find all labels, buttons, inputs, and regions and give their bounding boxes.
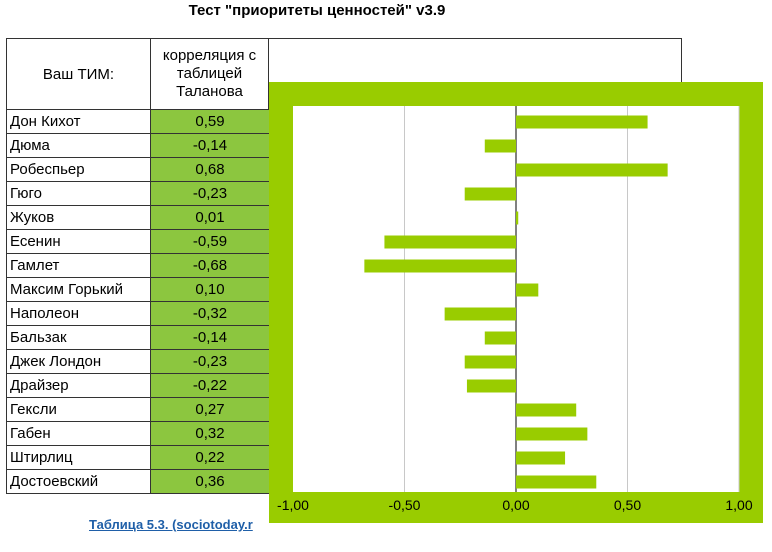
header-tim: Ваш ТИМ: [7, 39, 151, 109]
table-row: Жуков 0,01 [7, 206, 269, 230]
x-tick-label: 0,50 [614, 497, 641, 513]
bar [464, 187, 516, 201]
correlation-value: 0,59 [151, 110, 269, 133]
bar [484, 139, 516, 153]
correlation-value: 0,01 [151, 206, 269, 229]
bar [364, 259, 516, 273]
tim-name: Достоевский [7, 470, 151, 493]
table-row: Гюго -0,23 [7, 182, 269, 206]
table-row: Дон Кихот 0,59 [7, 110, 269, 134]
bar-chart: -1,00 -0,50 0,00 0,50 1,00 [269, 82, 763, 523]
tim-name: Драйзер [7, 374, 151, 397]
tim-name: Бальзак [7, 326, 151, 349]
header-divider [7, 109, 269, 110]
bar [516, 403, 577, 417]
correlation-value: 0,32 [151, 422, 269, 445]
table-row: Штирлиц 0,22 [7, 446, 269, 470]
header-correlation-line: корреляция с [162, 47, 257, 64]
table-row: Гамлет -0,68 [7, 254, 269, 278]
bar [484, 331, 516, 345]
tim-name: Габен [7, 422, 151, 445]
correlation-value: -0,14 [151, 134, 269, 157]
correlation-value: -0,68 [151, 254, 269, 277]
correlation-value: 0,36 [151, 470, 269, 493]
caption-link[interactable]: Таблица 5.3. (sociotoday.r [89, 517, 253, 532]
table-row: Есенин -0,59 [7, 230, 269, 254]
correlation-value: -0,59 [151, 230, 269, 253]
table-row: Джек Лондон -0,23 [7, 350, 269, 374]
bar [516, 427, 588, 441]
tim-name: Джек Лондон [7, 350, 151, 373]
bar [444, 307, 516, 321]
table-row: Наполеон -0,32 [7, 302, 269, 326]
tim-name: Гюго [7, 182, 151, 205]
correlation-value: -0,14 [151, 326, 269, 349]
correlation-value: 0,68 [151, 158, 269, 181]
tim-name: Есенин [7, 230, 151, 253]
tim-name: Гексли [7, 398, 151, 421]
table-row: Гексли 0,27 [7, 398, 269, 422]
bar [516, 211, 519, 225]
x-tick-label: 0,00 [502, 497, 529, 513]
bar [384, 235, 516, 249]
tim-name: Наполеон [7, 302, 151, 325]
table-row: Максим Горький 0,10 [7, 278, 269, 302]
tim-name: Гамлет [7, 254, 151, 277]
correlation-value: -0,22 [151, 374, 269, 397]
table-row: Достоевский 0,36 [7, 470, 269, 494]
bar [516, 475, 597, 489]
tim-name: Жуков [7, 206, 151, 229]
bar-chart-svg: -1,00 -0,50 0,00 0,50 1,00 [277, 106, 753, 513]
correlation-value: -0,23 [151, 182, 269, 205]
table-row: Робеспьер 0,68 [7, 158, 269, 182]
header-correlation-line: таблицей [176, 65, 243, 82]
header-correlation: корреляция с таблицей Таланова [151, 39, 269, 109]
tim-name: Дюма [7, 134, 151, 157]
correlation-value: 0,27 [151, 398, 269, 421]
table-row: Бальзак -0,14 [7, 326, 269, 350]
correlation-value: 0,22 [151, 446, 269, 469]
x-tick-label: -0,50 [389, 497, 421, 513]
table-row: Дюма -0,14 [7, 134, 269, 158]
bar [516, 451, 566, 465]
tim-name: Максим Горький [7, 278, 151, 301]
table-row: Габен 0,32 [7, 422, 269, 446]
tim-name: Робеспьер [7, 158, 151, 181]
correlation-value: 0,10 [151, 278, 269, 301]
bar [466, 379, 516, 393]
bar [464, 355, 516, 369]
correlation-value: -0,32 [151, 302, 269, 325]
bar [516, 283, 539, 297]
header-correlation-line: Таланова [176, 83, 243, 100]
bar [516, 163, 668, 177]
tim-name: Штирлиц [7, 446, 151, 469]
x-tick-label: -1,00 [277, 497, 309, 513]
tim-name: Дон Кихот [7, 110, 151, 133]
x-tick-label: 1,00 [725, 497, 752, 513]
page-title: Тест "приоритеты ценностей" v3.9 [188, 2, 446, 19]
bar [516, 115, 648, 129]
correlation-value: -0,23 [151, 350, 269, 373]
table-row: Драйзер -0,22 [7, 374, 269, 398]
